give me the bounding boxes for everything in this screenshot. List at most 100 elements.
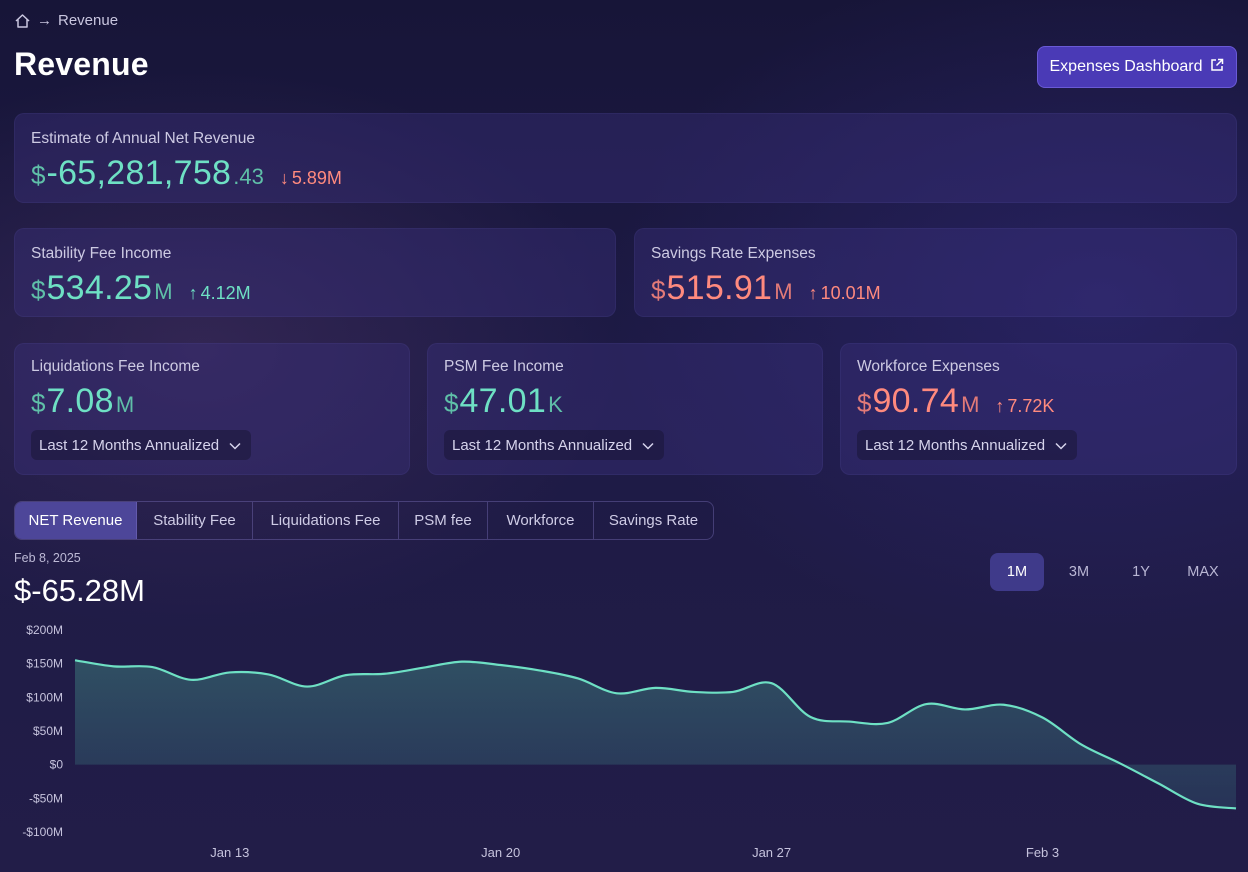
chart-data-point	[807, 714, 813, 720]
chart-data-point	[1040, 715, 1046, 721]
chart-data-point	[420, 665, 426, 671]
value-suffix: M	[154, 279, 173, 304]
chart-data-point	[691, 689, 697, 695]
chart-data-point	[1117, 760, 1123, 766]
stability-fee-value: $ 534.25 M ↑ 4.12M	[31, 269, 251, 308]
value-suffix: K	[548, 392, 563, 417]
chart-series-line	[74, 659, 1237, 810]
y-tick-label: $100M	[26, 690, 63, 704]
stability-fee-card: Stability Fee Income $ 534.25 M ↑ 4.12M	[14, 228, 616, 317]
dropdown-label: Last 12 Months Annualized	[39, 436, 220, 454]
value-suffix: M	[774, 279, 793, 304]
delta-value: 5.89M	[291, 168, 342, 188]
external-link-icon	[1210, 58, 1224, 77]
chart-data-point	[266, 671, 272, 677]
delta-value: 10.01M	[820, 283, 881, 303]
savings-rate-label: Savings Rate Expenses	[651, 245, 816, 262]
value-number: -65,281,758	[46, 154, 232, 192]
expenses-dashboard-button[interactable]: Expenses Dashboard	[1037, 46, 1237, 88]
arrow-up-icon: ↑	[995, 396, 1005, 416]
arrow-up-icon: ↑	[808, 283, 818, 303]
value-number: 515.91	[666, 269, 773, 307]
x-tick-label: Jan 13	[210, 845, 249, 860]
tab-workforce[interactable]: Workforce	[488, 502, 594, 539]
tab-stability-fee[interactable]: Stability Fee	[137, 502, 253, 539]
tab-net-revenue[interactable]: NET Revenue	[15, 502, 137, 539]
chart-data-point	[459, 659, 465, 665]
psm-fee-label: PSM Fee Income	[444, 358, 564, 375]
psm-period-dropdown[interactable]: Last 12 Months Annualized	[444, 430, 665, 460]
savings-rate-card: Savings Rate Expenses $ 515.91 M ↑ 10.01…	[634, 228, 1237, 317]
chart-data-point	[382, 671, 388, 677]
chevron-down-icon	[229, 437, 241, 454]
net-revenue-card: Estimate of Annual Net Revenue $ -65,281…	[14, 113, 1237, 203]
chart-data-point	[304, 684, 310, 690]
range-max[interactable]: MAX	[1187, 564, 1219, 580]
chart-data-point	[343, 672, 349, 678]
net-revenue-chart[interactable]: $200M $150M $100M $50M $0 -$50M -$100M Jan 13 J…	[0, 615, 1248, 872]
chart-data-point	[653, 685, 659, 691]
arrow-up-icon: ↑	[188, 283, 198, 303]
tab-psm-fee[interactable]: PSM fee	[399, 502, 488, 539]
tab-savings-rate[interactable]: Savings Rate	[608, 512, 699, 529]
x-tick-label: Jan 27	[752, 845, 791, 860]
chart-data-point	[72, 657, 78, 663]
liquidations-fee-value: $ 7.08 M	[31, 382, 134, 421]
chart-data-point	[188, 677, 194, 683]
value-number: 90.74	[872, 382, 960, 420]
x-tick-label: Jan 20	[481, 845, 520, 860]
chart-data-point	[498, 662, 504, 668]
net-revenue-label: Estimate of Annual Net Revenue	[31, 130, 256, 147]
value-suffix: M	[961, 392, 980, 417]
chart-data-point	[1233, 805, 1239, 811]
savings-rate-delta: ↑ 10.01M	[809, 283, 881, 304]
savings-rate-value: $ 515.91 M ↑ 10.01M	[651, 269, 881, 308]
chart-data-point	[614, 690, 620, 696]
chart-data-point	[536, 667, 542, 673]
value-number: 7.08	[46, 382, 114, 420]
y-tick-label: $0	[50, 758, 64, 772]
stability-fee-delta: ↑ 4.12M	[189, 283, 251, 304]
y-tick-label: $50M	[33, 724, 63, 738]
breadcrumb-current[interactable]: Revenue	[58, 12, 119, 29]
liquidations-period-dropdown[interactable]: Last 12 Months Annualized	[31, 430, 252, 460]
y-tick-label: -$50M	[29, 791, 63, 805]
y-tick-label: $200M	[26, 623, 63, 637]
chart-data-point	[1156, 781, 1162, 787]
workforce-period-dropdown[interactable]: Last 12 Months Annualized	[857, 430, 1078, 460]
y-tick-label: -$100M	[22, 825, 63, 839]
chart-data-point	[962, 706, 968, 712]
chart-data-point	[769, 680, 775, 686]
page-title: Revenue	[14, 46, 149, 82]
workforce-expenses-card: Workforce Expenses $ 90.74 M ↑ 7.72K Las…	[840, 343, 1237, 475]
range-1y[interactable]: 1Y	[1132, 564, 1150, 580]
chart-data-point	[730, 689, 736, 695]
workforce-expenses-value: $ 90.74 M ↑ 7.72K	[857, 382, 1054, 421]
chart-data-point	[1078, 741, 1084, 747]
currency-symbol: $	[31, 388, 46, 418]
chart-data-point	[227, 669, 233, 675]
value-number: 534.25	[46, 269, 153, 307]
stability-fee-label: Stability Fee Income	[31, 245, 172, 262]
currency-symbol: $	[31, 275, 46, 305]
value-suffix: M	[115, 392, 135, 417]
psm-fee-value: $ 47.01 K	[444, 382, 563, 421]
range-1m[interactable]: 1M	[990, 553, 1044, 591]
chart-data-point	[923, 701, 929, 707]
x-tick-label: Feb 3	[1026, 845, 1059, 860]
dropdown-label: Last 12 Months Annualized	[452, 436, 633, 454]
chart-data-point	[846, 719, 852, 725]
chevron-down-icon	[642, 437, 654, 454]
liquidations-fee-card: Liquidations Fee Income $ 7.08 M Last 12…	[14, 343, 410, 475]
chart-data-point	[111, 663, 117, 669]
currency-symbol: $	[651, 275, 666, 305]
range-3m[interactable]: 3M	[1068, 564, 1090, 580]
value-suffix: .43	[233, 164, 264, 189]
time-range-selector: 1M 3M 1Y MAX	[990, 553, 1238, 591]
delta-value: 4.12M	[200, 283, 251, 303]
currency-symbol: $	[444, 388, 459, 418]
tab-liquidations-fee[interactable]: Liquidations Fee	[253, 502, 399, 539]
home-icon[interactable]	[14, 13, 31, 29]
breadcrumb-arrow: →	[37, 12, 52, 29]
chart-current-value: $-65.28M	[14, 573, 145, 608]
